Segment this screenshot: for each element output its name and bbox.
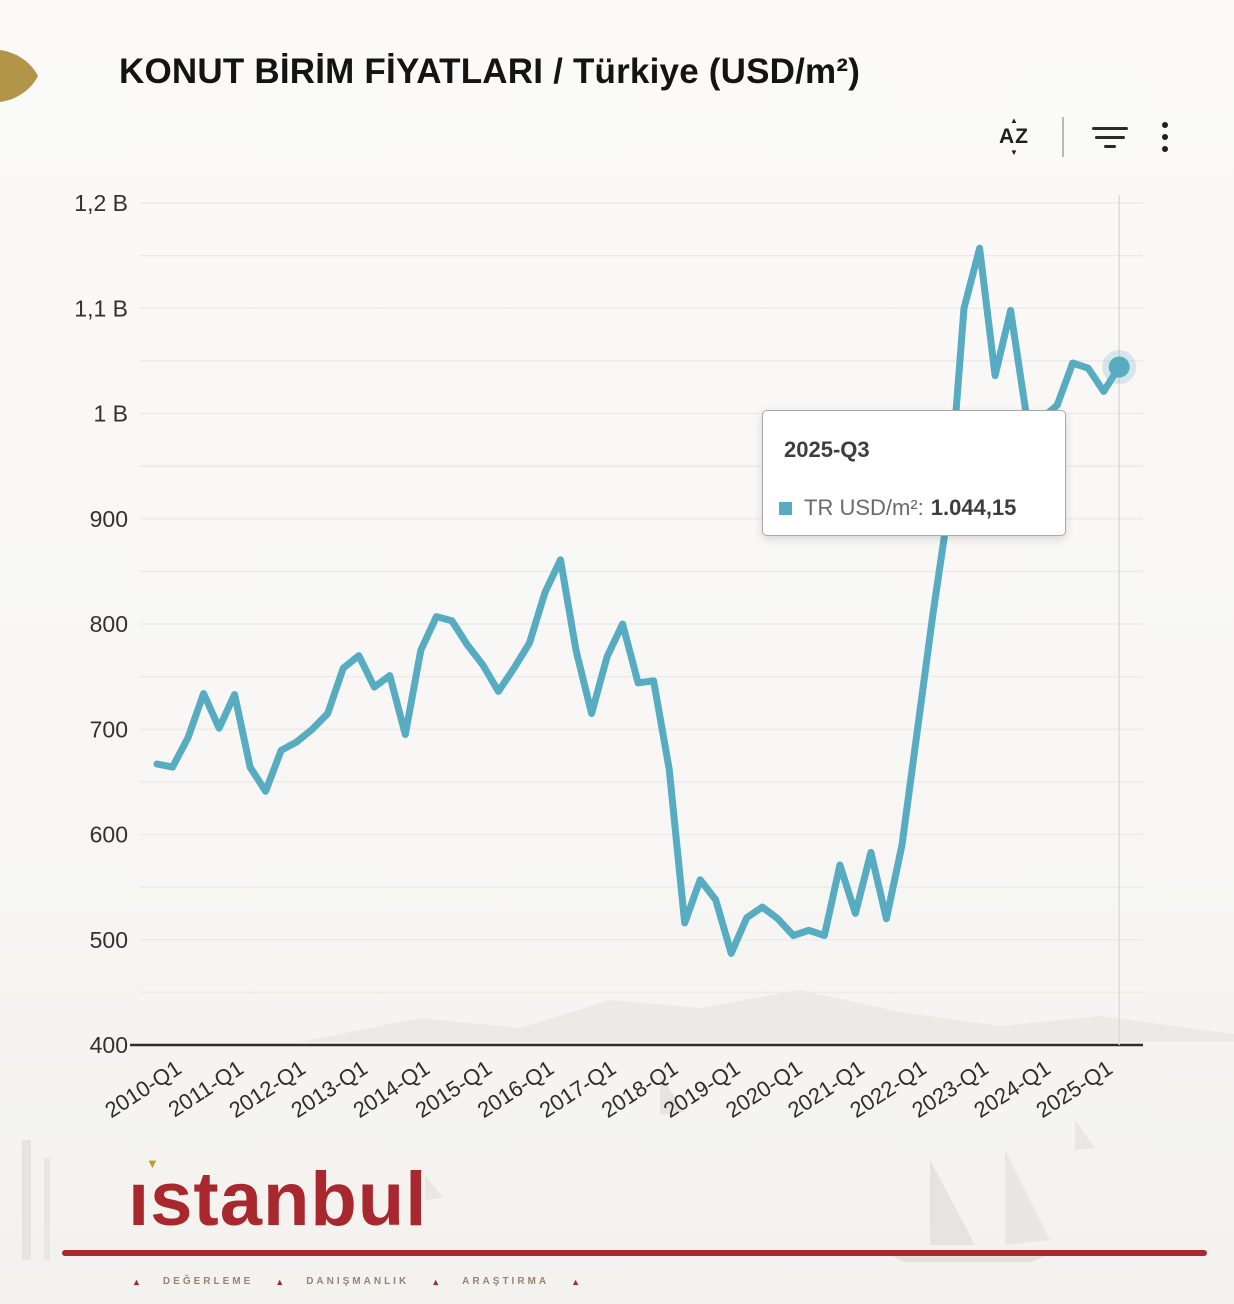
series-marker-icon xyxy=(779,501,792,515)
tagline-item: ARAŞTIRMA xyxy=(462,1276,550,1287)
sort-az-label: AZ xyxy=(999,125,1029,148)
tooltip-period: 2025-Q3 xyxy=(784,437,870,462)
svg-text:1 B: 1 B xyxy=(93,401,128,427)
logo-tagline: ▲ DEĞERLEME ▲ DANIŞMANLIK ▲ ARAŞTIRMA ▲ xyxy=(132,1276,580,1287)
sort-caret-down-icon: ▼ xyxy=(1010,148,1018,157)
tagline-item: DEĞERLEME xyxy=(162,1276,254,1287)
filter-line xyxy=(1104,144,1116,148)
istanbul-logo: ıstanbul xyxy=(128,1157,428,1242)
toolbar-divider xyxy=(1062,117,1064,157)
tagline-triangle-icon: ▲ xyxy=(431,1276,441,1287)
tooltip-series-row: TR USD/m²: 1.044,15 xyxy=(779,495,1016,521)
sort-az-icon[interactable]: ▲ AZ ▼ xyxy=(992,115,1036,159)
logo-underline xyxy=(62,1250,1207,1256)
svg-text:600: 600 xyxy=(90,822,128,848)
svg-text:1,2 B: 1,2 B xyxy=(74,190,128,216)
kebab-dot xyxy=(1162,122,1168,128)
tagline-triangle-icon: ▲ xyxy=(571,1276,581,1287)
tooltip-series-label: TR USD/m²: xyxy=(804,495,924,520)
gold-leaf-ornament xyxy=(0,50,38,102)
sort-caret-up-icon: ▲ xyxy=(1010,116,1018,125)
svg-text:700: 700 xyxy=(90,716,128,742)
svg-text:800: 800 xyxy=(90,611,128,637)
filter-line xyxy=(1095,135,1125,139)
filter-icon[interactable] xyxy=(1090,122,1130,152)
filter-line xyxy=(1092,126,1128,130)
highlight-point[interactable] xyxy=(1108,356,1130,378)
svg-text:1,1 B: 1,1 B xyxy=(74,295,128,321)
kebab-dot xyxy=(1162,134,1168,140)
page-title: KONUT BİRİM FİYATLARI / Türkiye (USD/m²) xyxy=(119,52,861,91)
chart-toolbar: ▲ AZ ▼ xyxy=(992,114,1174,160)
svg-text:500: 500 xyxy=(90,927,128,953)
svg-text:900: 900 xyxy=(90,506,128,532)
tagline-triangle-icon: ▲ xyxy=(132,1276,141,1287)
chart-tooltip: 2025-Q3 TR USD/m²: 1.044,15 xyxy=(762,410,1066,536)
more-vertical-icon[interactable] xyxy=(1156,117,1174,157)
logo-gold-triangle-icon: ▼ xyxy=(146,1156,159,1171)
kebab-dot xyxy=(1162,146,1168,152)
tagline-item: DANIŞMANLIK xyxy=(306,1276,410,1287)
svg-text:400: 400 xyxy=(90,1032,128,1058)
tooltip-value: 1.044,15 xyxy=(930,495,1017,520)
tagline-triangle-icon: ▲ xyxy=(275,1276,285,1287)
price-line[interactable] xyxy=(153,244,1123,957)
